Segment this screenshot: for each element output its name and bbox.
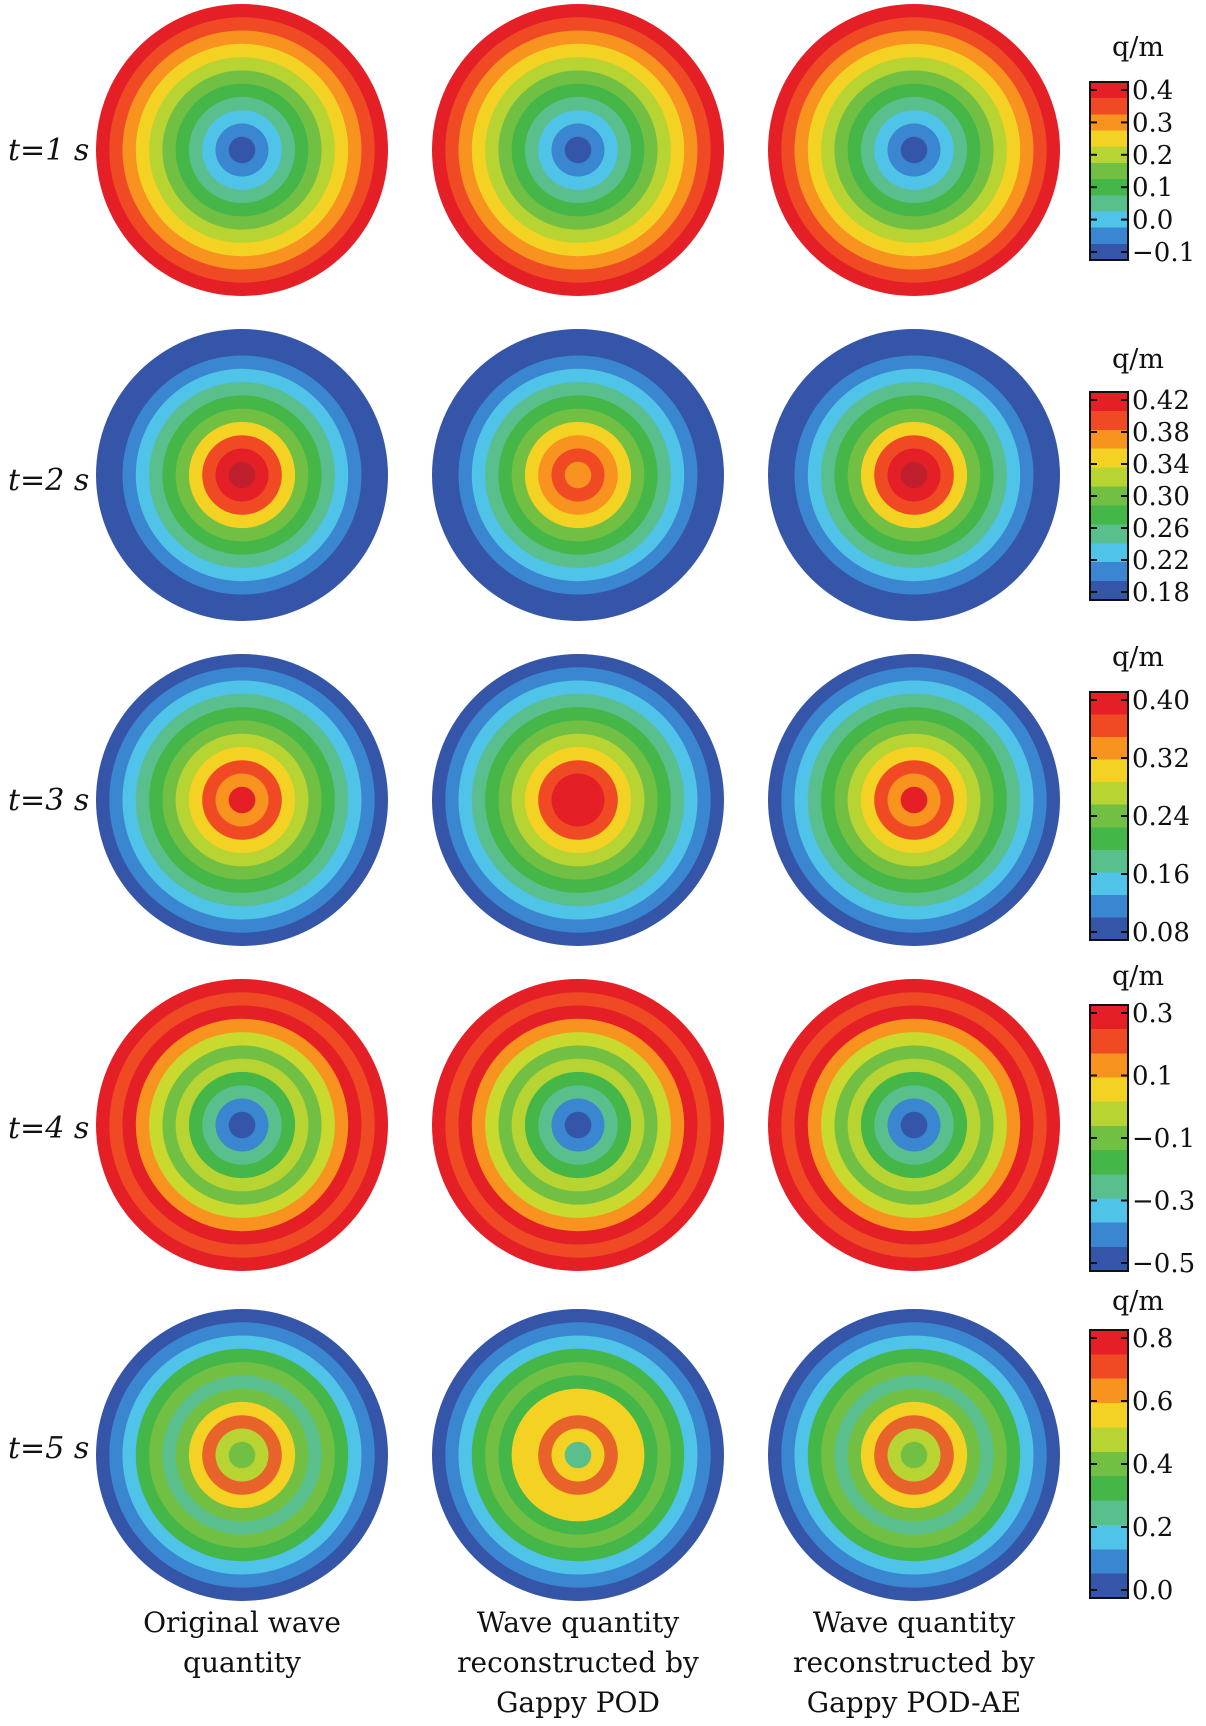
colorbar-4: q/m 0.3 0.1 −0.1 −0.3 −0.5 [1089, 961, 1195, 1279]
colorbar-tick-label: 0.40 [1132, 686, 1190, 716]
colorbar-tick-label: 0.0 [1132, 206, 1173, 236]
disk-t4-gappy-pod [432, 979, 724, 1271]
disk-t5-gappy-pod [432, 1309, 724, 1601]
contour-band [228, 461, 256, 489]
colorbar-tick-label: 0.3 [1132, 999, 1173, 1029]
colorbar-3: q/m 0.40 0.32 0.24 0.16 0.08 [1089, 642, 1190, 948]
disk-t2-original [96, 329, 388, 621]
colorbar-unit-3: q/m [1112, 642, 1164, 673]
colorbar-tick-label: 0.6 [1132, 1387, 1173, 1417]
contour-band [228, 786, 256, 814]
disk-t5-original [96, 1309, 388, 1601]
colorbar-5: q/m 0.8 0.6 0.4 0.2 0.0 [1089, 1286, 1173, 1606]
colorbar-tick-label: −0.3 [1132, 1187, 1195, 1217]
contour-band [228, 136, 256, 164]
contour-band [228, 1441, 256, 1469]
time-label-3: t=3 s [8, 783, 89, 818]
column-captions: Original wave quantity Wave quantity rec… [143, 1606, 1035, 1719]
colorbar-tick-label: 0.42 [1132, 386, 1190, 416]
contour-band [564, 1111, 592, 1139]
disk-t1-original [96, 4, 388, 296]
colorbar-tick-label: −0.1 [1132, 238, 1195, 268]
colorbar-2: q/m 0.420.380.340.300.260.220.18 [1089, 344, 1190, 608]
colorbar-bar-1 [1089, 81, 1129, 261]
colorbar-unit-2: q/m [1112, 344, 1164, 375]
contour-band [900, 1111, 928, 1139]
colorbar-tick-label: 0.24 [1132, 802, 1190, 832]
disk-t3-original [96, 654, 388, 946]
caption-gappy-pod-ae-line-2: reconstructed by [793, 1646, 1035, 1679]
disk-t3-gappy-pod [432, 654, 724, 946]
time-label-1: t=1 s [8, 133, 89, 168]
colorbar-tick-label: 0.3 [1132, 108, 1173, 138]
time-label-2: t=2 s [8, 463, 89, 498]
contour-band [900, 136, 928, 164]
caption-gappy-pod-line-3: Gappy POD [496, 1686, 660, 1719]
disk-t1-gappy-pod [432, 4, 724, 296]
colorbar-tick-label: 0.4 [1132, 1450, 1173, 1480]
caption-original-line-1: Original wave [143, 1606, 341, 1639]
colorbar-unit-1: q/m [1112, 32, 1164, 63]
contour-band [900, 786, 928, 814]
colorbar-tick-label: 0.16 [1132, 860, 1190, 890]
colorbar-tick-label: 0.30 [1132, 482, 1190, 512]
disk-t2-gappy-pod-ae [768, 329, 1060, 621]
colorbar-unit-4: q/m [1112, 961, 1164, 992]
row-labels: t=1 s t=2 s t=3 s t=4 s t=5 s [8, 133, 89, 1466]
colorbar-tick-label: 0.26 [1132, 514, 1190, 544]
colorbar-tick-label: 0.2 [1132, 141, 1173, 171]
caption-gappy-pod-ae-line-1: Wave quantity [813, 1606, 1015, 1639]
colorbar-tick-label: 0.38 [1132, 418, 1190, 448]
colorbar-tick-label: 0.34 [1132, 450, 1190, 480]
contour-band [900, 1441, 928, 1469]
time-label-5: t=5 s [8, 1431, 89, 1466]
disk-t4-gappy-pod-ae [768, 979, 1060, 1271]
colorbar-tick-label: 0.22 [1132, 546, 1190, 576]
colorbar-tick-label: 0.08 [1132, 918, 1190, 948]
contour-band [564, 786, 592, 814]
colorbar-tick-label: 0.1 [1132, 1062, 1173, 1092]
colorbar-tick-label: 0.0 [1132, 1576, 1173, 1606]
time-label-4: t=4 s [8, 1111, 89, 1146]
colorbar-tick-label: 0.4 [1132, 76, 1173, 106]
disk-t3-gappy-pod-ae [768, 654, 1060, 946]
colorbar-ticks-5: 0.8 0.6 0.4 0.2 0.0 [1090, 1324, 1173, 1606]
disk-t1-gappy-pod-ae [768, 4, 1060, 296]
caption-gappy-pod-line-2: reconstructed by [457, 1646, 699, 1679]
colorbar-ticks-1: 0.40.30.20.10.0−0.1 [1090, 76, 1195, 268]
colorbar-tick-label: 0.8 [1132, 1324, 1173, 1354]
contour-band [564, 461, 592, 489]
contour-band [900, 461, 928, 489]
colorbar-tick-label: 0.18 [1132, 578, 1190, 608]
colorbar-tick-label: −0.1 [1132, 1124, 1195, 1154]
disk-t4-original [96, 979, 388, 1271]
disk-t2-gappy-pod [432, 329, 724, 621]
contour-band [564, 1441, 592, 1469]
colorbar-unit-5: q/m [1112, 1286, 1164, 1317]
colorbar-1: q/m 0.40.30.20.10.0−0.1 [1089, 32, 1195, 268]
colorbar-tick-label: 0.2 [1132, 1513, 1173, 1543]
colorbar-tick-label: 0.32 [1132, 744, 1190, 774]
contour-disks [96, 4, 1060, 1601]
colorbar-tick-label: −0.5 [1132, 1249, 1195, 1279]
caption-gappy-pod-line-1: Wave quantity [477, 1606, 679, 1639]
contour-band [564, 136, 592, 164]
caption-original-line-2: quantity [183, 1646, 301, 1679]
colorbar-ticks-2: 0.420.380.340.300.260.220.18 [1090, 386, 1190, 608]
disk-t5-gappy-pod-ae [768, 1309, 1060, 1601]
colorbar-ticks-4: 0.3 0.1 −0.1 −0.3 −0.5 [1090, 999, 1195, 1279]
colorbar-ticks-3: 0.40 0.32 0.24 0.16 0.08 [1090, 686, 1190, 948]
contour-band [228, 1111, 256, 1139]
colorbar-tick-label: 0.1 [1132, 173, 1173, 203]
caption-gappy-pod-ae-line-3: Gappy POD-AE [807, 1686, 1022, 1719]
